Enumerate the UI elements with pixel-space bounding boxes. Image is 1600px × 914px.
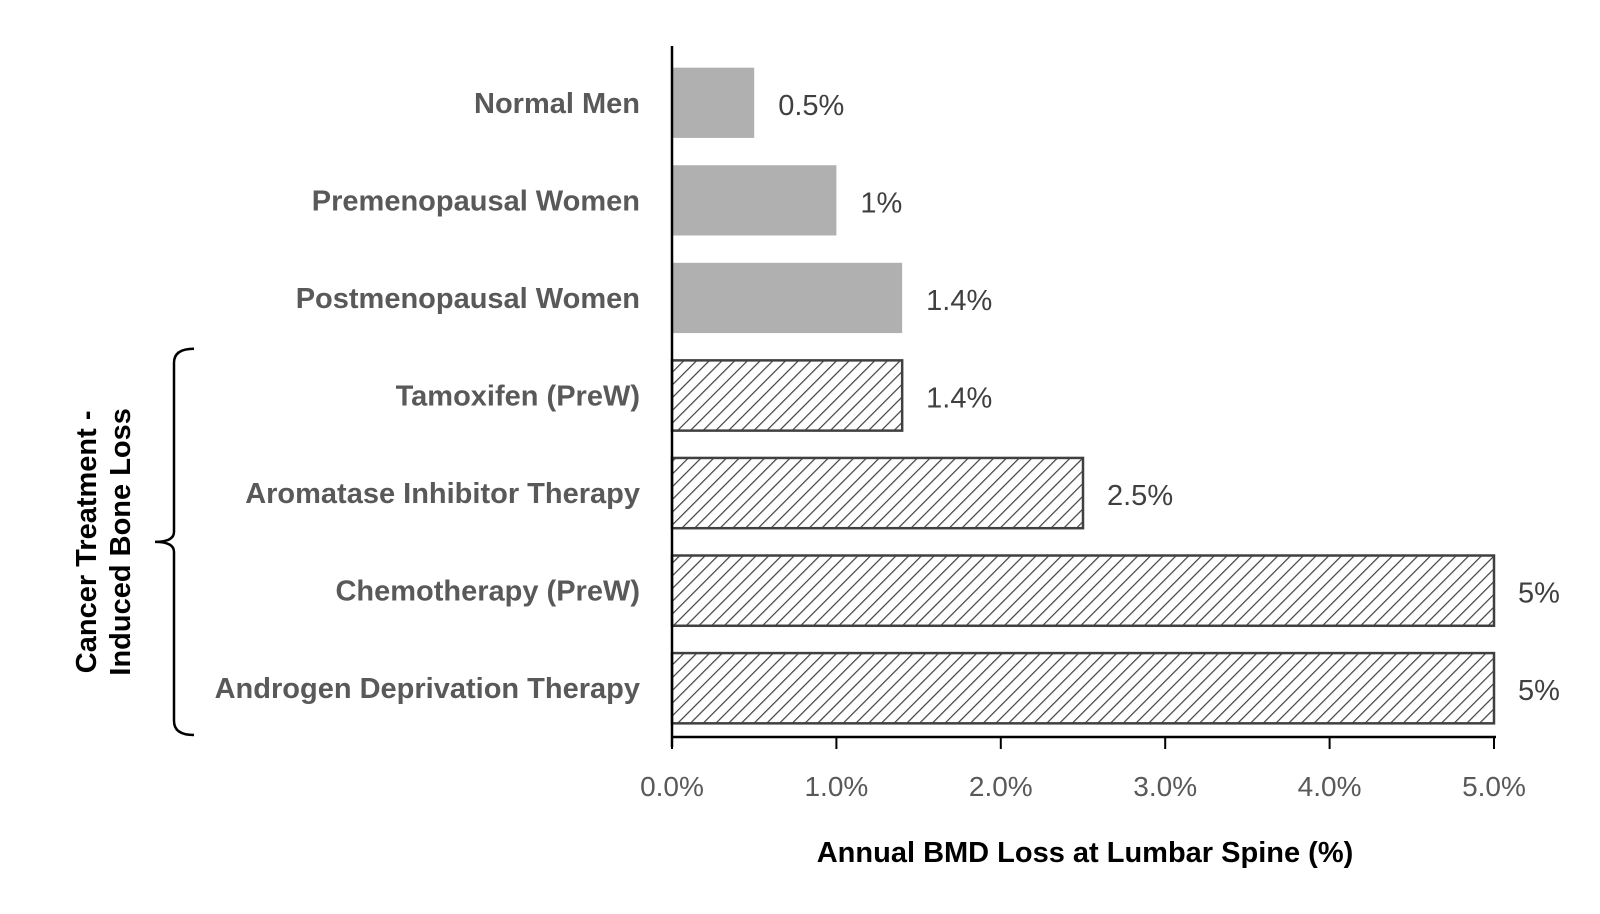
group-label-line: Induced Bone Loss: [105, 408, 137, 675]
value-label: 1%: [860, 187, 902, 219]
category-label: Chemotherapy (PreW): [335, 576, 640, 608]
group-brace: [154, 347, 195, 737]
value-label: 0.5%: [778, 90, 844, 122]
category-label: Postmenopausal Women: [296, 283, 640, 315]
bar-0: [672, 67, 755, 138]
category-label: Normal Men: [474, 88, 640, 120]
bar-2: [672, 262, 903, 334]
x-tick-label: 2.0%: [969, 771, 1033, 802]
value-label: 2.5%: [1107, 480, 1173, 512]
value-label: 1.4%: [926, 383, 992, 415]
axes: 0.0% 1.0% 2.0% 3.0% 4.0% 5.0%: [640, 46, 1526, 802]
value-labels: 0.5% 1% 1.4% 1.4% 2.5% 5% 5%: [778, 90, 1560, 707]
value-label: 5%: [1518, 675, 1560, 707]
x-tick-label: 1.0%: [804, 771, 868, 802]
bar-4: [670, 456, 1085, 530]
x-axis-title: Annual BMD Loss at Lumbar Spine (%): [817, 837, 1354, 869]
value-label: 1.4%: [926, 285, 992, 317]
x-tick-label: 3.0%: [1133, 771, 1197, 802]
group-label: Cancer Treatment -Induced Bone Loss: [71, 408, 137, 675]
category-label: Androgen Deprivation Therapy: [215, 673, 640, 705]
x-tick-label: 5.0%: [1462, 771, 1526, 802]
category-labels: Normal Men Premenopausal Women Postmenopau…: [215, 88, 640, 705]
group-bracket: Cancer Treatment -Induced Bone Loss: [71, 347, 195, 737]
bar-5: [670, 554, 1496, 628]
bar-1: [672, 165, 837, 236]
bars: [670, 67, 1496, 725]
bar-3: [670, 359, 904, 432]
category-label: Premenopausal Women: [312, 185, 640, 217]
x-tick-label: 4.0%: [1298, 771, 1362, 802]
value-label: 5%: [1518, 578, 1560, 610]
category-label: Tamoxifen (PreW): [396, 381, 640, 413]
bar-6: [670, 651, 1496, 725]
category-label: Aromatase Inhibitor Therapy: [245, 478, 640, 510]
x-tick-label: 0.0%: [640, 771, 704, 802]
group-label-line: Cancer Treatment -: [71, 411, 103, 674]
